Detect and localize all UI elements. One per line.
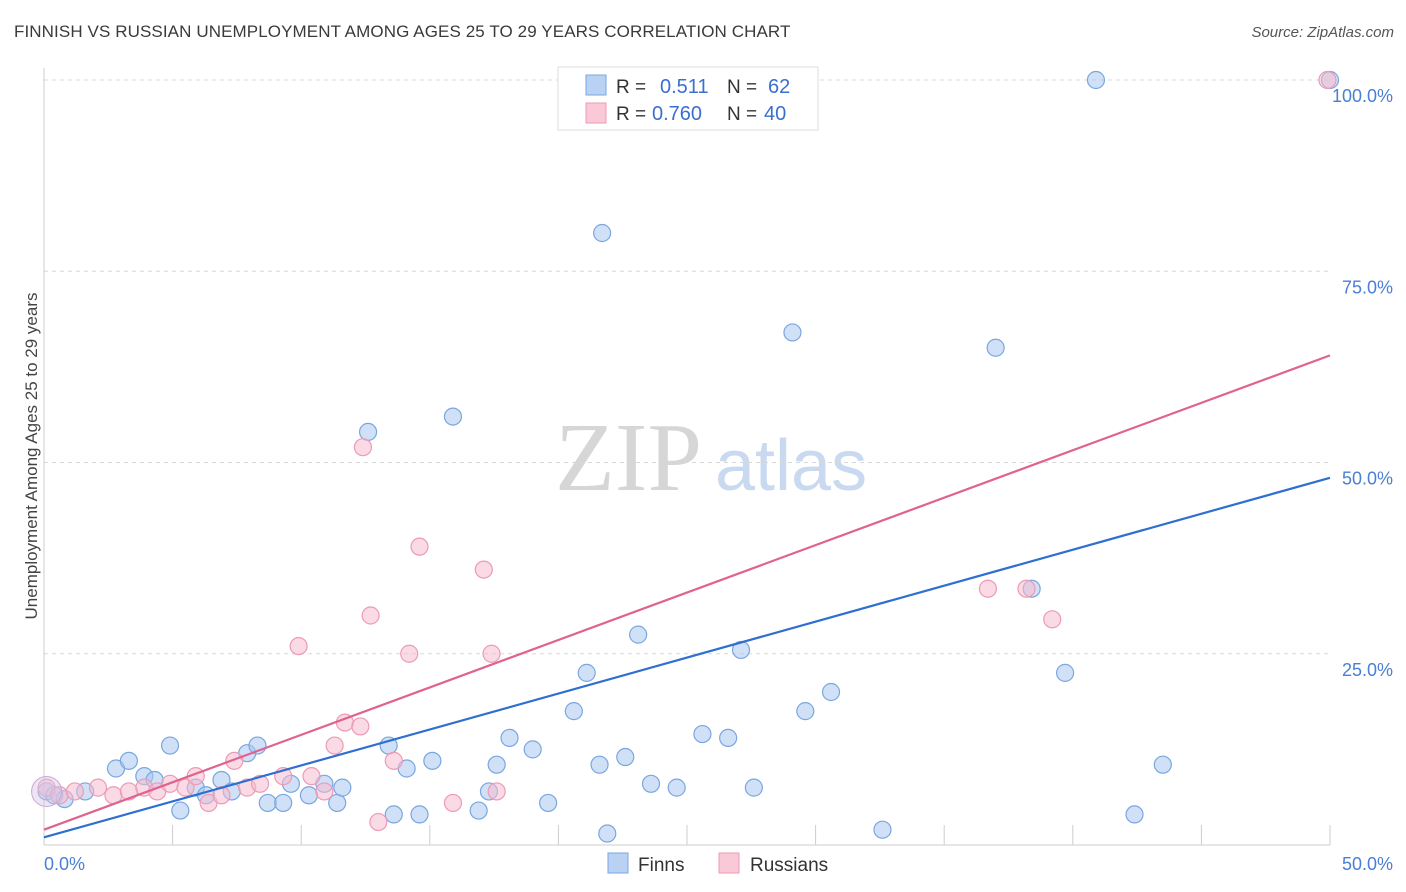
- russians-point: [88, 778, 108, 797]
- finns-point: [564, 702, 583, 721]
- russians-point: [400, 644, 419, 663]
- x-tick-labels: 0.0% 50.0%: [44, 854, 1393, 874]
- russians-point: [410, 537, 429, 556]
- finns-point: [598, 824, 617, 843]
- y-tick-label: 100.0%: [1332, 86, 1393, 106]
- finns-point: [873, 820, 892, 839]
- legend-finns-r-value: 0.511: [660, 76, 709, 98]
- finns-point: [590, 755, 609, 774]
- russians-point: [353, 438, 373, 457]
- trend-lines: [43, 354, 1331, 839]
- finns-point: [469, 801, 488, 820]
- cluster-point: [31, 775, 63, 807]
- finns-point: [629, 625, 648, 644]
- series-legend: Finns Russians: [607, 852, 828, 876]
- russians-point: [1043, 610, 1062, 629]
- russians-point: [176, 778, 195, 797]
- finns-point: [1153, 755, 1172, 774]
- legend-russians-r-label: R =: [616, 104, 646, 125]
- russians-point: [978, 579, 998, 598]
- finns-point: [423, 751, 442, 770]
- finns-point: [986, 338, 1005, 357]
- russians-point: [351, 717, 370, 736]
- grid-lines: [44, 79, 1330, 655]
- russians-point: [302, 767, 321, 786]
- legend-russians-r-value: 0.760: [652, 103, 702, 125]
- finns-point: [1086, 70, 1106, 90]
- russians-point: [487, 782, 506, 801]
- y-tick-labels: 25.0% 50.0% 75.0% 100.0%: [1332, 86, 1393, 680]
- russians-trend-line: [43, 354, 1331, 831]
- y-tick-label: 50.0%: [1342, 469, 1393, 489]
- finns-point: [523, 740, 542, 759]
- bottom-legend-finns-label: Finns: [638, 855, 684, 876]
- legend-russians-n-label: N =: [727, 104, 757, 125]
- legend-russians-swatch: [585, 102, 607, 124]
- y-tick-label: 75.0%: [1342, 277, 1393, 297]
- finns-point: [333, 778, 352, 797]
- russians-point: [65, 782, 84, 801]
- source-credit: Source: ZipAtlas.com: [1251, 24, 1394, 41]
- russians-point: [315, 782, 334, 801]
- finns-point: [821, 682, 841, 702]
- finns-point: [274, 793, 293, 813]
- watermark: ZIP atlas: [555, 404, 867, 512]
- finns-point: [443, 407, 463, 426]
- finns-point: [693, 724, 712, 744]
- finns-point: [358, 422, 378, 441]
- finns-point: [384, 805, 403, 824]
- russians-point: [289, 636, 308, 656]
- bottom-legend-finns-swatch: [607, 852, 629, 874]
- russians-point: [250, 774, 270, 793]
- finns-point: [171, 801, 190, 820]
- russians-point: [325, 736, 344, 755]
- finns-point: [577, 663, 596, 682]
- russians-point: [384, 751, 403, 770]
- finns-point: [667, 778, 686, 797]
- chart-title: FINNISH VS RUSSIAN UNEMPLOYMENT AMONG AG…: [14, 22, 791, 41]
- russians-point: [474, 560, 493, 579]
- y-axis-label: Unemployment Among Ages 25 to 29 years: [22, 293, 41, 620]
- finns-point: [593, 223, 612, 243]
- finns-point: [258, 793, 277, 813]
- russians-point: [482, 644, 501, 663]
- finns-point: [783, 323, 802, 342]
- legend-finns-r-label: R =: [616, 77, 646, 98]
- watermark-atlas: atlas: [715, 426, 867, 506]
- russians-point: [443, 793, 463, 813]
- finns-point: [744, 778, 763, 797]
- russians-point: [1017, 579, 1036, 598]
- bottom-legend-russians-label: Russians: [750, 855, 828, 876]
- finns-point: [487, 755, 506, 774]
- finns-point: [500, 728, 519, 748]
- finns-point: [616, 747, 635, 767]
- finns-point: [299, 786, 319, 805]
- bottom-legend-russians-swatch: [718, 852, 740, 874]
- y-tick-label: 25.0%: [1342, 660, 1393, 680]
- watermark-zip: ZIP: [555, 404, 702, 512]
- finns-point: [539, 793, 558, 813]
- russians-point: [369, 812, 388, 832]
- finns-point: [160, 736, 180, 755]
- axes: [43, 68, 1331, 846]
- x-tick-label: 0.0%: [44, 854, 85, 874]
- legend-finns-n-label: N =: [727, 77, 757, 98]
- finns-trend-line: [43, 476, 1331, 839]
- correlation-legend: R = 0.511 N = 62 R = 0.760 N = 40: [557, 66, 819, 131]
- legend-russians-n-value: 40: [764, 103, 786, 125]
- finns-point: [1055, 663, 1075, 682]
- x-tick-label: 50.0%: [1342, 854, 1393, 874]
- russians-point: [225, 751, 244, 770]
- finns-point: [1125, 805, 1144, 824]
- finns-point: [796, 702, 815, 721]
- russians-point: [1318, 70, 1337, 90]
- finns-point: [641, 774, 661, 793]
- finns-point: [719, 728, 738, 748]
- finns-point: [119, 751, 138, 770]
- legend-finns-swatch: [585, 74, 607, 96]
- russians-point: [361, 606, 380, 625]
- finns-point: [410, 805, 429, 824]
- legend-finns-n-value: 62: [768, 76, 790, 98]
